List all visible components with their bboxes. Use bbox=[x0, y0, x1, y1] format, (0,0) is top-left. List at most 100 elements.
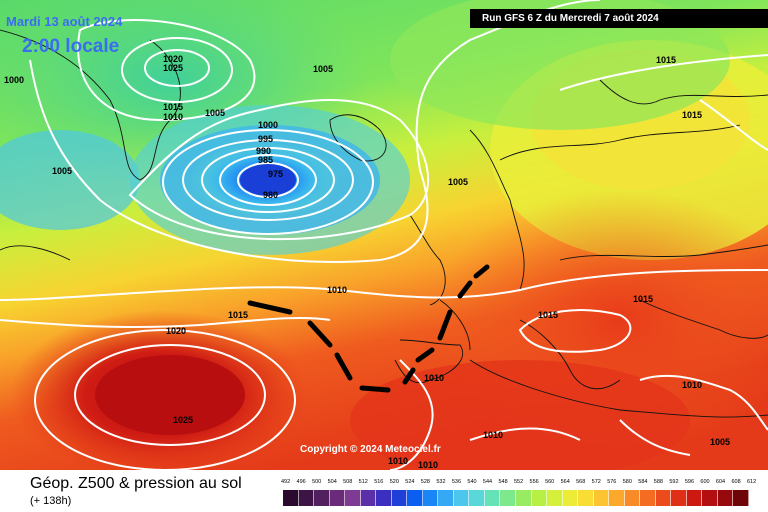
scale-swatch bbox=[422, 490, 439, 506]
scale-label: 524 bbox=[405, 479, 415, 485]
scale-swatch bbox=[686, 490, 703, 506]
isobar-label: 995 bbox=[258, 134, 273, 144]
scale-label: 604 bbox=[715, 479, 726, 485]
isobar-lines bbox=[0, 0, 768, 470]
scale-swatch bbox=[640, 490, 656, 506]
scale-label: 508 bbox=[343, 479, 353, 485]
scale-label: 584 bbox=[638, 479, 648, 485]
scale-swatch bbox=[453, 490, 470, 506]
isobar-label: 975 bbox=[268, 169, 283, 179]
scale-label: 596 bbox=[684, 479, 695, 485]
forecast-offset: (+ 138h) bbox=[30, 495, 72, 507]
scale-label: 552 bbox=[514, 479, 524, 485]
scale-label: 544 bbox=[482, 479, 493, 485]
isobar-label: 1015 bbox=[538, 310, 558, 320]
scale-swatch bbox=[484, 490, 501, 506]
scale-label: 608 bbox=[731, 479, 741, 485]
scale-label: 516 bbox=[374, 479, 384, 485]
isobar-label: 1005 bbox=[52, 166, 72, 176]
scale-label: 612 bbox=[747, 479, 757, 485]
scale-label: 512 bbox=[358, 479, 368, 485]
isobar-label: 1025 bbox=[163, 63, 183, 73]
isobar-label: 1010 bbox=[424, 373, 444, 383]
scale-label: 592 bbox=[669, 479, 679, 485]
scale-swatch bbox=[345, 490, 361, 506]
scale-label: 600 bbox=[700, 479, 710, 485]
isobar-label: 1010 bbox=[682, 380, 702, 390]
scale-swatch bbox=[702, 490, 718, 506]
isobar-label: 1005 bbox=[710, 437, 730, 447]
copyright: Copyright © 2024 Meteociel.fr bbox=[300, 444, 441, 455]
scale-label: 540 bbox=[467, 479, 477, 485]
scale-swatch bbox=[531, 490, 548, 506]
scale-swatch bbox=[515, 490, 532, 506]
map-type-title: Géop. Z500 & pression au sol bbox=[30, 475, 242, 492]
scale-swatch bbox=[733, 490, 749, 506]
scale-swatch bbox=[298, 490, 315, 506]
scale-swatch bbox=[376, 490, 392, 506]
scale-label: 492 bbox=[281, 479, 291, 485]
isobar-label: 990 bbox=[256, 146, 271, 156]
scale-swatch bbox=[547, 490, 563, 506]
scale-label: 520 bbox=[389, 479, 399, 485]
scale-swatch bbox=[717, 490, 734, 506]
scale-swatch bbox=[624, 490, 641, 506]
scale-label: 500 bbox=[312, 479, 322, 485]
isobar-label: 985 bbox=[258, 155, 273, 165]
isobar-label: 1020 bbox=[166, 326, 186, 336]
scale-swatch bbox=[283, 490, 299, 506]
isobar-label: 1015 bbox=[656, 55, 676, 65]
scale-swatch bbox=[469, 490, 485, 506]
footer: Géop. Z500 & pression au sol (+ 138h) 49… bbox=[0, 470, 768, 512]
front-line bbox=[247, 264, 490, 393]
scale-swatch bbox=[314, 490, 330, 506]
scale-swatch bbox=[407, 490, 423, 506]
isobar-label: 1025 bbox=[173, 415, 193, 425]
isobar-label: 1010 bbox=[418, 460, 438, 470]
scale-swatch bbox=[360, 490, 377, 506]
isobar-label: 1000 bbox=[4, 75, 24, 85]
scale-label: 496 bbox=[296, 479, 306, 485]
scale-label: 572 bbox=[591, 479, 601, 485]
isobar-label: 1015 bbox=[682, 110, 702, 120]
isobar-label: 1015 bbox=[633, 294, 653, 304]
run-info: Run GFS 6 Z du Mercredi 7 août 2024 bbox=[470, 9, 768, 28]
weather-map: 1000 1020 1025 1005 1005 1015 1010 1005 … bbox=[0, 0, 768, 470]
scale-label: 580 bbox=[622, 479, 632, 485]
isobar-label: 1005 bbox=[205, 108, 225, 118]
scale-label: 560 bbox=[545, 479, 555, 485]
scale-label: 548 bbox=[498, 479, 508, 485]
isobar-label: 1005 bbox=[313, 64, 333, 74]
isobar-label: 1015 bbox=[163, 102, 183, 112]
scale-label: 568 bbox=[576, 479, 586, 485]
scale-swatch bbox=[609, 490, 625, 506]
scale-label: 564 bbox=[560, 479, 570, 485]
isobar-label: 1010 bbox=[483, 430, 503, 440]
isobar-label: 1005 bbox=[448, 177, 468, 187]
isobar-label: 980 bbox=[263, 190, 278, 200]
isobar-label: 1010 bbox=[388, 456, 408, 466]
scale-label: 588 bbox=[653, 479, 663, 485]
scale-swatch bbox=[578, 490, 594, 506]
scale-label: 536 bbox=[451, 479, 462, 485]
scale-swatch bbox=[500, 490, 516, 506]
scale-labels: 492 496 500 504 508 512 516 520 524 528 532 536 540 5… bbox=[281, 479, 756, 489]
scale-swatch bbox=[438, 490, 454, 506]
isobar-label: 1000 bbox=[258, 120, 278, 130]
forecast-date: Mardi 13 août 2024 bbox=[6, 14, 123, 29]
forecast-time: 2:00 locale bbox=[22, 36, 120, 57]
scale-label: 556 bbox=[529, 479, 539, 485]
isobar-label: 1010 bbox=[163, 112, 183, 122]
isobar-label: 1020 bbox=[163, 54, 183, 64]
scale-swatch bbox=[655, 490, 672, 506]
scale-swatch bbox=[329, 490, 346, 506]
scale-label: 532 bbox=[436, 479, 446, 485]
isobar-label: 1010 bbox=[327, 285, 347, 295]
scale-swatch bbox=[391, 490, 408, 506]
color-scale bbox=[283, 490, 749, 506]
isobar-label: 1015 bbox=[228, 310, 248, 320]
scale-swatch bbox=[562, 490, 579, 506]
scale-swatch bbox=[593, 490, 610, 506]
scale-swatch bbox=[671, 490, 687, 506]
scale-label: 528 bbox=[420, 479, 430, 485]
